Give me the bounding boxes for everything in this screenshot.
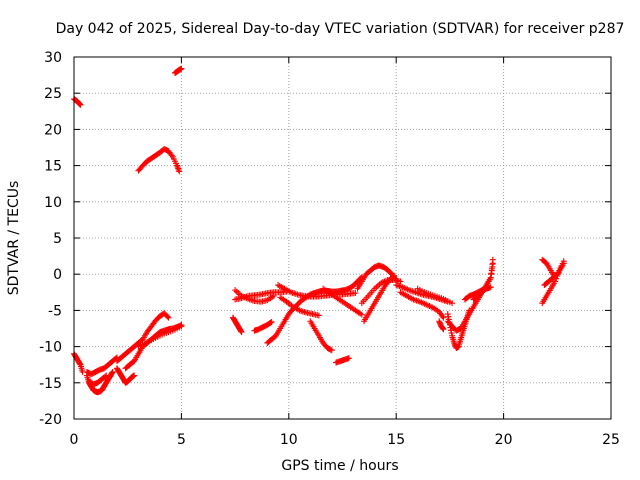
axis-ticks: 0 5 10 15 20 25 -20 -15 -10 -5 0 5 10 15 20 25 30 (39, 50, 620, 448)
y-tick-label: 10 (44, 195, 62, 211)
series-arc-27 (414, 285, 456, 307)
data-point (131, 372, 138, 379)
series-arc-09 (113, 365, 138, 386)
data-point (439, 313, 446, 320)
y-tick-label: 0 (53, 267, 62, 283)
x-tick-label: 0 (70, 432, 79, 448)
x-tick-label: 10 (280, 432, 298, 448)
series-arc-21 (320, 285, 365, 318)
series-arc-08 (113, 310, 172, 365)
y-tick-label: 30 (44, 50, 62, 66)
data-point (552, 278, 559, 285)
data-point (345, 355, 352, 362)
series-arc-20 (333, 355, 352, 366)
series-arc-23 (360, 272, 398, 325)
data-point (440, 326, 447, 333)
data-point (449, 300, 456, 307)
data-point (487, 284, 494, 291)
y-tick-label: -20 (39, 412, 62, 428)
x-tick-label: 5 (177, 432, 186, 448)
series-arc-05 (83, 368, 116, 396)
data-points (71, 65, 567, 396)
data-point (267, 319, 274, 326)
data-point (268, 318, 275, 325)
x-tick-label: 15 (387, 432, 405, 448)
data-point (102, 373, 109, 380)
data-point (270, 292, 277, 299)
x-axis-label: GPS time / hours (281, 458, 398, 474)
y-tick-label: -15 (39, 376, 62, 392)
chart-title: Day 042 of 2025, Sidereal Day-to-day VTE… (56, 21, 625, 37)
data-point (315, 312, 322, 319)
series-arc-03 (135, 145, 183, 175)
series-arc-14 (232, 287, 277, 305)
data-point (178, 323, 185, 330)
series-arc-01 (71, 95, 84, 108)
data-point (164, 313, 171, 320)
data-point (165, 314, 172, 321)
y-tick-label: -5 (48, 303, 62, 319)
series-arc-07 (86, 372, 110, 388)
data-point (558, 263, 565, 270)
series-arc-11 (135, 323, 185, 350)
data-point (328, 347, 335, 354)
y-tick-label: 15 (44, 159, 62, 175)
data-point (358, 311, 365, 318)
series-arc-18 (277, 294, 322, 319)
series-arc-28 (436, 318, 447, 333)
series-arc-32 (470, 256, 496, 303)
data-point (178, 65, 185, 72)
series-arc-34 (539, 260, 567, 307)
data-point (489, 256, 496, 263)
grid (74, 57, 611, 419)
data-point (77, 101, 84, 108)
series-arc-22 (354, 262, 400, 292)
x-tick-label: 25 (602, 432, 620, 448)
series-arc-35 (541, 263, 565, 289)
y-axis-label: SDTVAR / TECUs (6, 181, 22, 296)
x-tick-label: 20 (495, 432, 513, 448)
series-arc-06 (83, 354, 120, 378)
data-point (103, 372, 110, 379)
data-point (440, 314, 447, 321)
series-arc-19 (307, 318, 335, 354)
data-point (168, 152, 175, 159)
y-tick-label: 5 (53, 231, 62, 247)
data-point (560, 260, 567, 267)
data-point (109, 368, 116, 375)
data-point (176, 168, 183, 175)
series-arc-26 (397, 289, 447, 321)
data-point (352, 290, 359, 297)
data-point (238, 329, 245, 336)
y-tick-label: -10 (39, 340, 62, 356)
series-arc-04 (71, 350, 86, 375)
y-tick-label: 20 (44, 122, 62, 138)
series-arc-24 (358, 276, 404, 307)
y-tick-label: 25 (44, 86, 62, 102)
series-arc-12 (229, 314, 245, 336)
data-point (397, 278, 404, 285)
series-arc-02 (171, 65, 185, 76)
series-arc-15 (251, 318, 275, 334)
